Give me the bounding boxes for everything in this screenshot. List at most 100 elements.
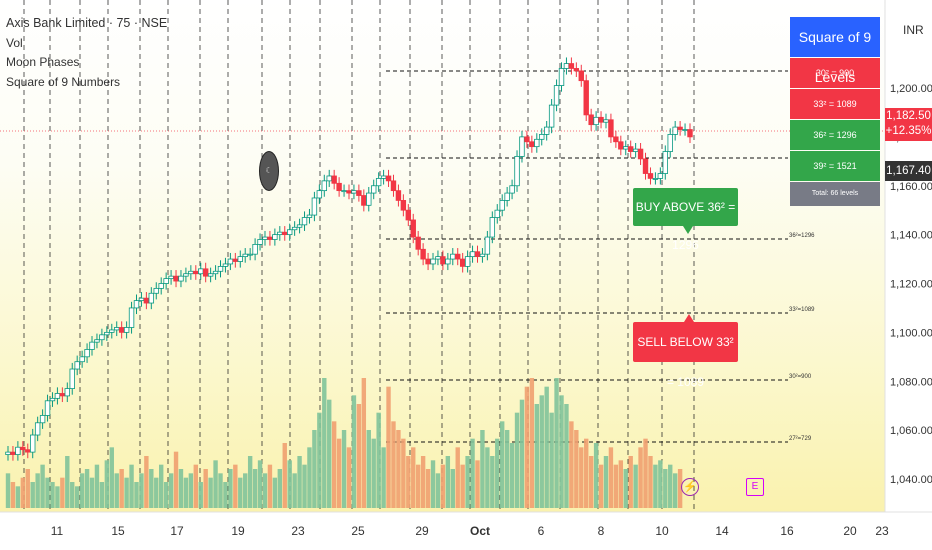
volume-bar (228, 469, 233, 508)
volume-bar (341, 430, 347, 508)
candle-body (647, 173, 654, 179)
candle-body (489, 217, 496, 238)
legend-vol[interactable]: Vol (6, 35, 23, 50)
candle-body (479, 253, 486, 258)
candle-body (543, 126, 550, 135)
square9-footer: Total: 66 levels (790, 182, 880, 206)
volume-bar (45, 477, 50, 508)
x-tick-label: 6 (538, 524, 545, 538)
volume-bar (10, 482, 16, 508)
y-tick-label: 1,060.00 (890, 425, 932, 437)
volume-bar (188, 473, 194, 508)
candle-body (34, 422, 41, 436)
volume-bar (74, 486, 80, 508)
volume-bar (247, 456, 253, 508)
candle-body (326, 175, 332, 182)
candle-body (464, 256, 471, 267)
candle-body (69, 368, 75, 389)
volume-bar (163, 482, 169, 508)
volume-bar (302, 464, 307, 508)
volume-bar (30, 482, 35, 508)
volume-bar (450, 469, 455, 508)
volume-bar (252, 469, 258, 508)
volume-bar (371, 438, 376, 508)
volume-bar (159, 464, 164, 508)
price-axis-bg (885, 0, 932, 550)
square9-row: 36² = 1296 (790, 120, 880, 150)
candle-body (143, 297, 150, 304)
candle-body (64, 388, 71, 397)
volume-bar (539, 395, 544, 508)
candle-body (613, 136, 619, 143)
earnings-icon[interactable]: E (746, 478, 764, 496)
volume-bar (218, 473, 223, 508)
volume-bar (139, 473, 144, 508)
candle-body (583, 80, 589, 116)
square9-row: 39² = 1521 (790, 151, 880, 181)
volume-bar (455, 447, 460, 508)
sell-callout: SELL BELOW 33² = 1089 (633, 314, 738, 389)
candle-body (74, 361, 80, 370)
candle-body (138, 297, 145, 302)
candle-body (400, 200, 407, 211)
legend-moon-phases[interactable]: Moon Phases (6, 55, 80, 69)
volume-bar (149, 469, 154, 508)
volume-bar (598, 464, 604, 508)
candle-body (148, 292, 155, 304)
volume-bar (262, 473, 268, 508)
candle-body (608, 119, 614, 138)
volume-bar (430, 460, 436, 508)
volume-bar (485, 447, 490, 508)
x-tick-label: 17 (170, 524, 184, 538)
candle-body (459, 258, 466, 267)
volume-bar (79, 473, 85, 508)
volume-bar (677, 469, 683, 508)
candle-body (227, 258, 234, 265)
candle-body (588, 114, 594, 126)
candle-body (642, 158, 649, 174)
candle-body (529, 141, 535, 148)
candle-body (455, 253, 461, 260)
x-tick-label: 23 (291, 524, 305, 538)
volume-bar (307, 447, 312, 508)
candle-body (657, 173, 664, 179)
currency-label[interactable]: INR (903, 23, 924, 37)
candle-body (54, 393, 61, 399)
candle-body (504, 192, 510, 201)
volume-bar (420, 456, 426, 508)
x-tick-label: 16 (780, 524, 794, 538)
volume-bar (312, 430, 317, 508)
volume-bar (119, 469, 124, 508)
square9-row: 30² = 900 (790, 58, 880, 88)
volume-bar (178, 469, 184, 508)
volume-bar (618, 460, 624, 508)
volume-bar (579, 447, 584, 508)
volume-bar (292, 473, 297, 508)
legend-square-of-9[interactable]: Square of 9 Numbers (6, 74, 121, 89)
candle-body (291, 226, 298, 231)
volume-bar (20, 477, 26, 508)
candle-body (336, 182, 342, 192)
symbol-title[interactable]: Axis Bank Limited · 75 · NSE (6, 16, 168, 30)
volume-bar (554, 378, 559, 508)
candle-body (232, 258, 239, 262)
candle-body (257, 239, 263, 245)
volume-bar (643, 438, 648, 508)
candle-body (168, 275, 174, 280)
candle-body (539, 134, 545, 140)
candle-body (94, 339, 100, 343)
candle-body (534, 138, 540, 148)
volume-bar (435, 473, 441, 508)
volume-bar (94, 464, 100, 508)
candle-body (519, 136, 525, 157)
bolt-icon[interactable]: ⚡ (681, 478, 699, 496)
volume-bar (480, 430, 485, 508)
candle-body (242, 253, 248, 258)
volume-bar (376, 412, 381, 508)
moon-phase-icon[interactable]: ☾ (259, 151, 279, 191)
candle-body (474, 251, 481, 258)
candle-body (207, 273, 214, 277)
volume-bar (99, 482, 105, 508)
